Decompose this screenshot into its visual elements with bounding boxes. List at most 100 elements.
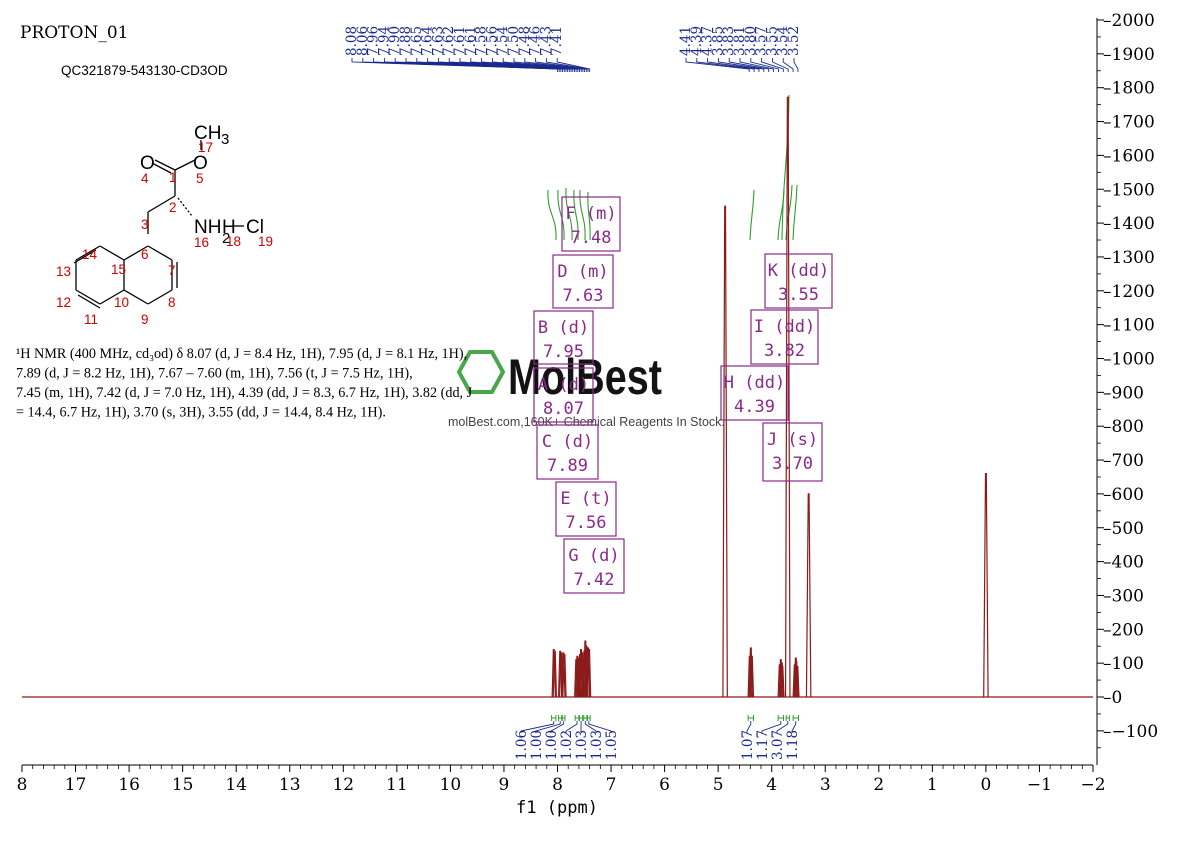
multiplet-shift: 3.70 — [772, 454, 813, 474]
x-tick-label: 8 — [17, 775, 28, 795]
multiplet-type: G (d) — [568, 546, 619, 566]
y-tick-label: –1900 — [1103, 45, 1155, 65]
atom-number: 5 — [196, 171, 204, 186]
x-tick-label: −1 — [1027, 775, 1052, 795]
atom-number: 17 — [198, 140, 213, 155]
sample-id: QC321879-543130-CD3OD — [61, 63, 228, 78]
x-tick-label: 10 — [440, 775, 462, 795]
atom-number: 18 — [226, 234, 241, 249]
atom-number: 15 — [111, 262, 126, 277]
x-tick-label: 13 — [279, 775, 301, 795]
peak-label-leader — [772, 58, 788, 72]
atom-number: 4 — [141, 171, 149, 186]
multiplet-type: B (d) — [538, 318, 589, 338]
peak-shift-label: 3.52 — [786, 26, 802, 56]
multiplet-box: K (dd)3.55 — [765, 254, 832, 308]
integral-value: 3.07 — [770, 730, 786, 760]
atom-number: 10 — [114, 295, 129, 310]
multiplet-box: H (dd)4.39 — [721, 366, 788, 420]
y-tick-label: –2000 — [1103, 11, 1155, 31]
bond — [100, 246, 124, 260]
multiplet-shift: 7.56 — [566, 513, 607, 533]
y-tick-label: –500 — [1103, 519, 1144, 539]
integral-value: 1.18 — [785, 730, 801, 760]
y-tick-label: –1000 — [1103, 350, 1155, 370]
peak-shift-label: 7.41 — [549, 26, 565, 56]
y-tick-label: –1300 — [1103, 248, 1155, 268]
wedge-bond — [178, 198, 192, 216]
multiplet-type: E (t) — [560, 489, 611, 509]
atom-number: 12 — [56, 295, 71, 310]
multiplet-type: A (d) — [538, 375, 589, 395]
peak-label-leader — [718, 58, 763, 72]
multiplet-type: D (m) — [557, 262, 608, 282]
y-tick-label: –−100 — [1103, 722, 1158, 742]
y-tick-label: –400 — [1103, 553, 1144, 573]
x-tick-label: 12 — [332, 775, 354, 795]
atom-number: 7 — [168, 263, 176, 278]
multiplet-type: I (dd) — [754, 317, 815, 337]
nmr-description-line: ¹H NMR (400 MHz, cd₃od) δ 8.07 (d, J = 8… — [16, 346, 467, 362]
y-tick-label: –600 — [1103, 485, 1144, 505]
atom-number: 2 — [169, 200, 177, 215]
integral-value: 1.00 — [529, 730, 545, 760]
integral-curve — [548, 190, 556, 240]
multiplet-box: J (s) 3.70 — [763, 423, 822, 481]
integral-value: 1.05 — [604, 730, 620, 760]
atom-number: 13 — [56, 264, 71, 279]
text-layer: PROTON_01 QC321879-543130-CD3OD ¹H NMR (40… — [16, 23, 473, 421]
peak-labels-layer: 8.088.067.967.947.907.887.657.647.637.62… — [344, 26, 802, 72]
multiplet-type: H (dd) — [724, 373, 785, 393]
multiplet-shift: 7.42 — [574, 570, 615, 590]
y-tick-label: –300 — [1103, 586, 1144, 606]
integral-value: 1.17 — [755, 730, 771, 760]
multiplet-shift: 7.63 — [563, 286, 604, 306]
integral-value: 1.00 — [544, 730, 560, 760]
y-tick-label: –1400 — [1103, 214, 1155, 234]
y-tick-label: –0 — [1103, 688, 1122, 708]
atom-number: 1 — [169, 170, 177, 185]
integral-value: 1.07 — [740, 730, 756, 760]
multiplet-shift: 3.82 — [764, 341, 805, 361]
y-tick-label: –800 — [1103, 417, 1144, 437]
multiplet-type: C (d) — [542, 432, 593, 452]
y-tick-label: –100 — [1103, 654, 1144, 674]
bond — [148, 246, 172, 260]
integral-value: 1.03 — [574, 730, 590, 760]
atom-number: 9 — [141, 312, 149, 327]
x-tick-label: 14 — [225, 775, 247, 795]
x-tick-label: 15 — [172, 775, 194, 795]
experiment-title: PROTON_01 — [20, 23, 128, 43]
y-tick-label: –1500 — [1103, 180, 1155, 200]
y-tick-label: –1700 — [1103, 113, 1155, 133]
multiplet-type: F (m) — [565, 204, 616, 224]
y-tick-label: –1800 — [1103, 79, 1155, 99]
x-tick-label: 8 — [552, 775, 563, 795]
bond — [155, 160, 175, 170]
y-tick-label: –1100 — [1103, 316, 1155, 336]
nmr-description-line: 7.89 (d, J = 8.2 Hz, 1H), 7.67 – 7.60 (m… — [16, 366, 413, 382]
x-tick-label: 5 — [713, 775, 724, 795]
x-tick-label: −2 — [1080, 775, 1105, 795]
atom-number: 19 — [258, 234, 273, 249]
y-tick-label: –1200 — [1103, 282, 1155, 302]
multiplet-box: C (d)7.89 — [537, 425, 598, 479]
spectrum-peak — [806, 494, 810, 697]
multiplet-box: I (dd) 3.82 — [751, 310, 818, 364]
nmr-description-line: = 14.4, 6.7 Hz, 1H), 3.70 (s, 3H), 3.55 … — [16, 405, 386, 421]
bond — [76, 290, 100, 304]
integral-value: 1.03 — [589, 730, 605, 760]
x-tick-label: 3 — [820, 775, 831, 795]
bond — [175, 160, 195, 170]
multiplet-type: J (s) — [767, 430, 818, 450]
x-tick-label: 11 — [386, 775, 408, 795]
atom-number: 11 — [84, 312, 98, 327]
atom-subscript: 3 — [221, 131, 229, 148]
multiplet-shift: 7.95 — [543, 342, 584, 362]
integral-curve — [793, 185, 797, 240]
x-tick-label: 4 — [766, 775, 777, 795]
x-axis-title: f1 (ppm) — [516, 798, 598, 818]
